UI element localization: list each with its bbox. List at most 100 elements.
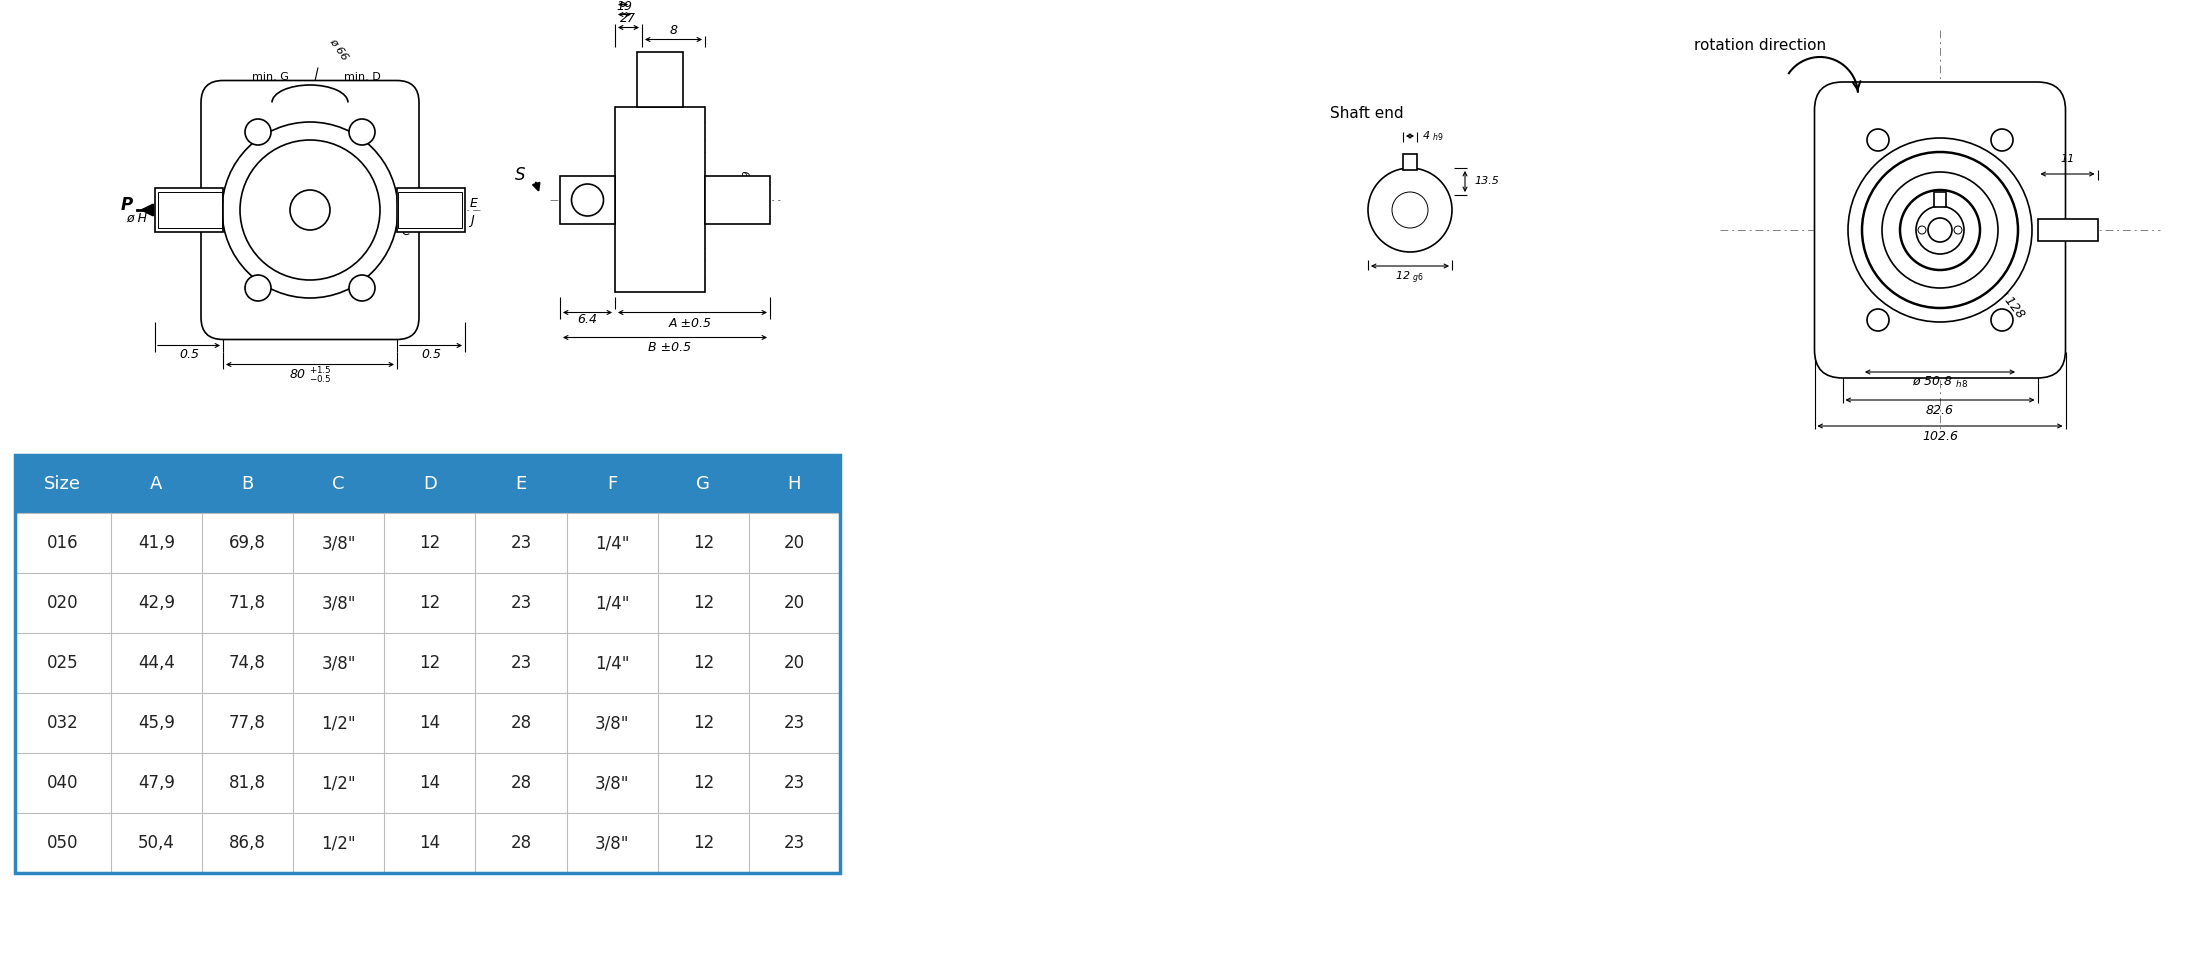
Circle shape: [348, 275, 375, 301]
Bar: [657, 455, 749, 513]
Text: 86,8: 86,8: [229, 834, 267, 852]
Text: 41,9: 41,9: [139, 534, 174, 552]
Circle shape: [1915, 206, 1964, 254]
Bar: [749, 633, 840, 693]
Text: 12: 12: [692, 774, 714, 792]
Bar: [159, 192, 223, 228]
Text: 77,8: 77,8: [229, 714, 267, 732]
Text: A ±0.5: A ±0.5: [668, 317, 712, 329]
Circle shape: [1990, 129, 2012, 151]
Bar: [293, 633, 383, 693]
Text: 47,9: 47,9: [139, 774, 174, 792]
Bar: [383, 813, 476, 873]
Circle shape: [223, 122, 399, 298]
Text: E: E: [469, 197, 478, 210]
Text: S: S: [516, 166, 525, 184]
Text: 1/2": 1/2": [322, 774, 355, 792]
Text: Shaft end: Shaft end: [1329, 106, 1404, 121]
Circle shape: [1928, 218, 1953, 242]
Text: 80 $^{+1.5}_{-0.5}$: 80 $^{+1.5}_{-0.5}$: [289, 366, 331, 386]
Bar: [749, 693, 840, 753]
Text: ø H: ø H: [126, 212, 148, 224]
Bar: [203, 693, 293, 753]
Bar: [15, 693, 110, 753]
Text: 3/8": 3/8": [595, 774, 630, 792]
Text: 11: 11: [2061, 154, 2074, 164]
Text: 3/8": 3/8": [322, 654, 355, 672]
Text: 14: 14: [419, 714, 441, 732]
Circle shape: [245, 275, 271, 301]
Text: 50,4: 50,4: [139, 834, 174, 852]
Text: 12: 12: [692, 834, 714, 852]
FancyBboxPatch shape: [201, 80, 419, 339]
Bar: [566, 573, 657, 633]
Bar: [203, 573, 293, 633]
Circle shape: [348, 119, 375, 145]
Bar: [705, 176, 769, 224]
Text: 28: 28: [511, 834, 531, 852]
Text: D: D: [423, 475, 436, 493]
Bar: [293, 693, 383, 753]
Text: 16: 16: [615, 0, 630, 4]
Text: 81,8: 81,8: [229, 774, 267, 792]
Text: 28: 28: [511, 774, 531, 792]
Text: E: E: [516, 475, 527, 493]
Bar: [383, 513, 476, 573]
Text: 23: 23: [785, 834, 804, 852]
Bar: [657, 813, 749, 873]
Text: rotation direction: rotation direction: [1695, 37, 1827, 53]
Text: 20: 20: [785, 654, 804, 672]
Text: 020: 020: [46, 594, 79, 612]
Text: 23: 23: [785, 714, 804, 732]
Circle shape: [1847, 138, 2032, 322]
Circle shape: [1862, 152, 2019, 308]
Text: 102.6: 102.6: [1922, 430, 1957, 443]
Bar: [476, 513, 566, 573]
Text: 3/8": 3/8": [322, 594, 355, 612]
Text: 4 $_{h9}$: 4 $_{h9}$: [1422, 129, 1444, 143]
Bar: [657, 753, 749, 813]
Text: 3/8": 3/8": [322, 534, 355, 552]
Circle shape: [1955, 226, 1962, 234]
Bar: [110, 753, 203, 813]
Text: 27: 27: [619, 13, 637, 25]
Bar: [203, 813, 293, 873]
Bar: [110, 573, 203, 633]
Bar: [476, 813, 566, 873]
Text: 1/2": 1/2": [322, 714, 355, 732]
Bar: [383, 633, 476, 693]
Text: 3/8": 3/8": [595, 834, 630, 852]
Bar: [566, 633, 657, 693]
Bar: [293, 573, 383, 633]
Bar: [476, 633, 566, 693]
Bar: [110, 693, 203, 753]
Text: 13.5: 13.5: [1474, 176, 1499, 186]
Text: 45,9: 45,9: [139, 714, 174, 732]
Text: 1/4": 1/4": [595, 654, 630, 672]
Bar: [154, 188, 223, 232]
Bar: [383, 753, 476, 813]
Circle shape: [571, 184, 604, 216]
Text: J: J: [469, 214, 474, 227]
Text: ø 50.8 $_{h8}$: ø 50.8 $_{h8}$: [1913, 375, 1968, 390]
Circle shape: [240, 140, 379, 280]
Bar: [397, 188, 465, 232]
Text: 4.9: 4.9: [743, 170, 754, 187]
Bar: [566, 813, 657, 873]
Bar: [15, 753, 110, 813]
Bar: [2036, 219, 2098, 241]
Bar: [293, 455, 383, 513]
Text: 1/2": 1/2": [322, 834, 355, 852]
Circle shape: [1369, 168, 1452, 252]
Bar: [566, 513, 657, 573]
Text: 12: 12: [419, 534, 441, 552]
Bar: [293, 753, 383, 813]
Text: 1/4": 1/4": [595, 534, 630, 552]
Bar: [383, 693, 476, 753]
Text: 12 $_{g6}$: 12 $_{g6}$: [1395, 270, 1424, 286]
Text: 0.5: 0.5: [421, 348, 441, 361]
Bar: [110, 455, 203, 513]
Bar: [476, 753, 566, 813]
Bar: [15, 455, 840, 873]
Text: F: F: [606, 475, 617, 493]
